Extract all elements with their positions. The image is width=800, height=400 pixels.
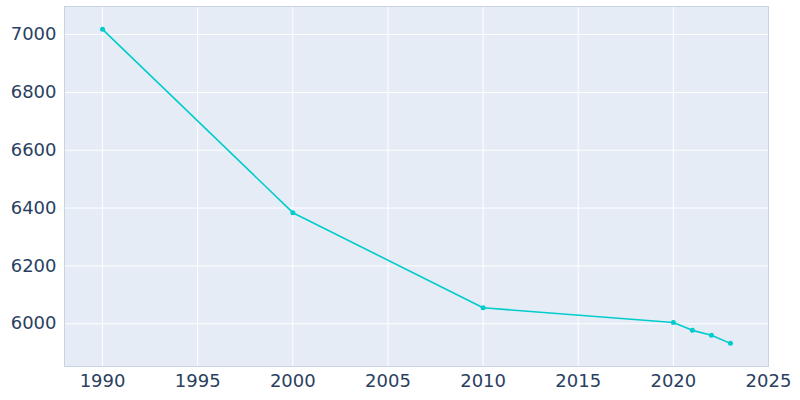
svg-text:6800: 6800 <box>11 81 57 102</box>
svg-text:1995: 1995 <box>175 370 221 391</box>
svg-text:2020: 2020 <box>650 370 696 391</box>
svg-text:7000: 7000 <box>11 23 57 44</box>
svg-text:2010: 2010 <box>460 370 506 391</box>
svg-text:2025: 2025 <box>746 370 792 391</box>
svg-text:1990: 1990 <box>80 370 126 391</box>
svg-text:2015: 2015 <box>555 370 601 391</box>
svg-text:2000: 2000 <box>270 370 316 391</box>
svg-text:2005: 2005 <box>365 370 411 391</box>
svg-text:6600: 6600 <box>11 139 57 160</box>
svg-text:6200: 6200 <box>11 255 57 276</box>
svg-text:6400: 6400 <box>11 197 57 218</box>
svg-text:6000: 6000 <box>11 312 57 333</box>
